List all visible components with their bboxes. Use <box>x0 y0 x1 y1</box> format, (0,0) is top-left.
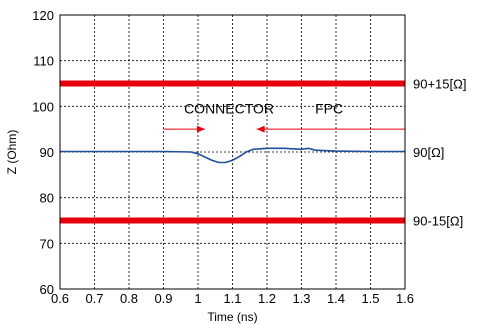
x-tick-label: 0.8 <box>120 291 138 306</box>
limit-label: 90+15[Ω] <box>413 77 466 92</box>
right-labels: 90+15[Ω] 90-15[Ω] 90[Ω] <box>413 77 466 229</box>
x-tick-label: 1.6 <box>396 291 414 306</box>
y-tick-label: 70 <box>40 236 54 251</box>
y-tick-label: 100 <box>32 99 54 114</box>
annotation-label: FPC <box>315 101 343 117</box>
y-axis-label: Z (Ohm) <box>5 130 19 175</box>
y-tick-label: 60 <box>40 282 54 297</box>
arrow-head <box>196 125 205 133</box>
plot-frame <box>59 14 406 290</box>
x-tick-label: 0.6 <box>51 291 69 306</box>
impedance-line <box>60 147 405 164</box>
y-tick-label: 120 <box>32 8 54 23</box>
y-tick-label: 80 <box>40 191 54 206</box>
x-tick-label: 1.2 <box>258 291 276 306</box>
x-axis-label: Time (ns) <box>207 310 257 324</box>
arrows <box>163 125 405 133</box>
x-tick-label: 1.5 <box>361 291 379 306</box>
x-tick-label: 1.4 <box>327 291 345 306</box>
y-tick-label: 110 <box>33 54 54 69</box>
limit-lines <box>60 80 405 224</box>
annotations: CONNECTOR FPC <box>184 101 343 117</box>
x-tick-label: 1 <box>194 291 201 306</box>
tick-labels: 0.6 0.7 0.8 0.9 1 1.1 1.2 1.3 1.4 1.5 1.6 60 70 80 90 1… <box>32 8 414 306</box>
y-tick-label: 90 <box>40 145 54 160</box>
series-layer <box>60 147 405 164</box>
x-tick-label: 1.3 <box>292 291 310 306</box>
x-tick-label: 0.9 <box>154 291 172 306</box>
arrow-head <box>256 125 265 133</box>
annotation-label: CONNECTOR <box>184 101 274 117</box>
x-tick-label: 0.7 <box>85 291 103 306</box>
x-tick-label: 1.1 <box>223 291 241 306</box>
reference-label: 90[Ω] <box>413 145 444 160</box>
limit-label: 90-15[Ω] <box>413 214 463 229</box>
